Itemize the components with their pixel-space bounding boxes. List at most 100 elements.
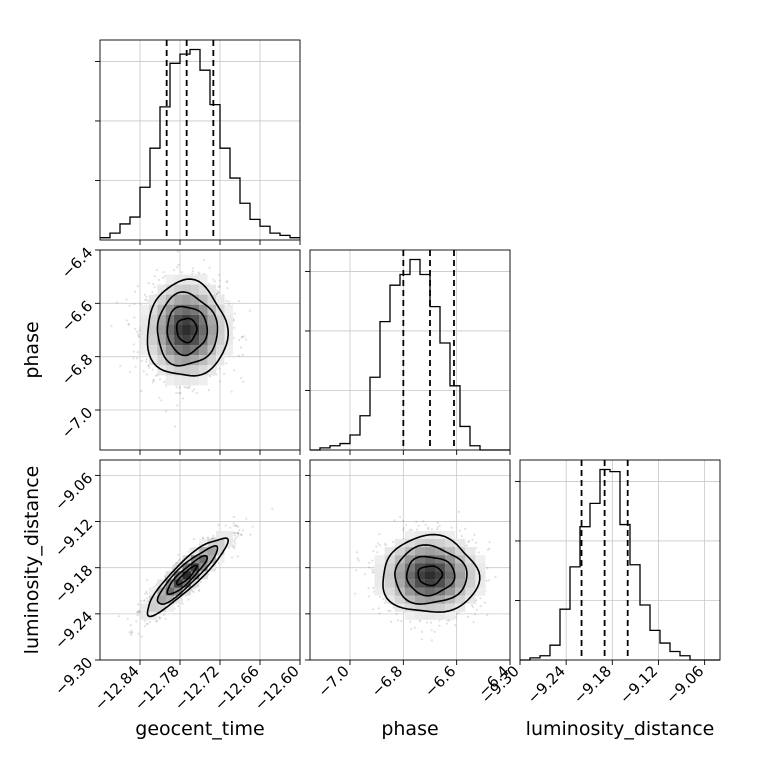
sample-point [234,524,237,527]
sample-point [420,638,423,641]
sample-point [240,533,243,536]
sample-point [132,357,135,360]
sample-point [223,372,226,375]
sample-point [180,271,184,274]
sample-point [371,608,375,611]
sample-point [225,280,228,283]
sample-point [486,567,489,570]
sample-point [224,524,227,527]
sample-point [217,285,220,288]
density-cell [174,355,183,366]
sample-point [233,312,236,315]
sample-point [191,390,194,393]
density-cell [165,375,175,386]
sample-point [233,545,236,548]
sample-point [425,621,429,624]
sample-point [127,323,130,326]
sample-point [137,632,140,635]
sample-point [233,369,236,372]
sample-point [177,392,180,395]
sample-point [181,397,184,400]
sample-point [244,338,248,341]
sample-point [136,610,139,614]
sample-point [202,536,205,540]
sample-point [230,556,234,559]
sample-point [229,526,232,529]
sample-point [136,284,139,288]
sample-point [136,614,139,617]
sample-point [477,551,480,554]
sample-point [151,368,154,371]
sample-point [117,615,121,618]
sample-point [236,555,239,558]
density-cell [207,355,217,366]
sample-point [410,628,413,631]
sample-point [127,323,130,326]
sample-point [408,528,411,532]
sample-point [152,379,155,382]
sample-point [466,615,470,619]
sample-point [153,286,156,289]
sample-point [218,367,221,370]
density-cell [216,294,225,305]
density-cell [148,345,158,356]
sample-point [378,612,381,615]
sample-point [371,559,374,562]
sample-point [198,272,201,275]
sample-point [160,399,163,402]
sample-point [133,290,137,293]
sample-point [134,365,137,368]
sample-point [151,291,154,294]
density-cell [190,355,200,366]
sample-point [249,533,252,536]
sample-point [424,523,427,526]
sample-point [237,525,240,528]
sample-point [157,278,161,282]
sample-point [392,540,395,544]
sample-point [144,298,147,302]
density-cell [140,304,149,315]
sample-point [163,381,166,384]
sample-point [179,391,182,395]
sample-point [171,567,174,570]
sample-point [251,525,254,528]
sample-point [164,617,167,621]
sample-point [472,620,475,624]
sample-point [232,337,235,340]
sample-point [430,639,433,642]
sample-point [148,621,151,624]
sample-point [367,595,370,598]
sample-point [187,598,190,601]
density-cell [140,314,149,325]
sample-point [176,266,179,269]
sample-point [137,603,140,606]
sample-point [225,362,228,365]
sample-point [159,378,162,381]
sample-point [175,391,178,394]
sample-point [138,329,141,332]
sample-point [217,523,220,527]
sample-point [468,540,471,543]
sample-point [454,624,457,627]
density-cell [182,294,191,305]
sample-point [245,517,248,520]
sample-point [370,568,374,571]
sample-point [125,319,128,322]
sample-point [242,380,245,383]
sample-point [140,389,143,393]
density-cell [165,365,175,376]
sample-point [485,579,488,582]
sample-point [145,373,148,376]
sample-point [237,354,240,357]
sample-point [422,520,425,523]
sample-point [143,619,146,622]
sample-point [136,330,139,333]
sample-point [133,316,136,319]
sample-point [176,404,179,407]
sample-point [378,533,381,536]
sample-point [163,613,166,616]
sample-point [241,353,244,356]
sample-point [445,622,449,625]
sample-point [356,557,359,560]
sample-point [242,335,245,338]
